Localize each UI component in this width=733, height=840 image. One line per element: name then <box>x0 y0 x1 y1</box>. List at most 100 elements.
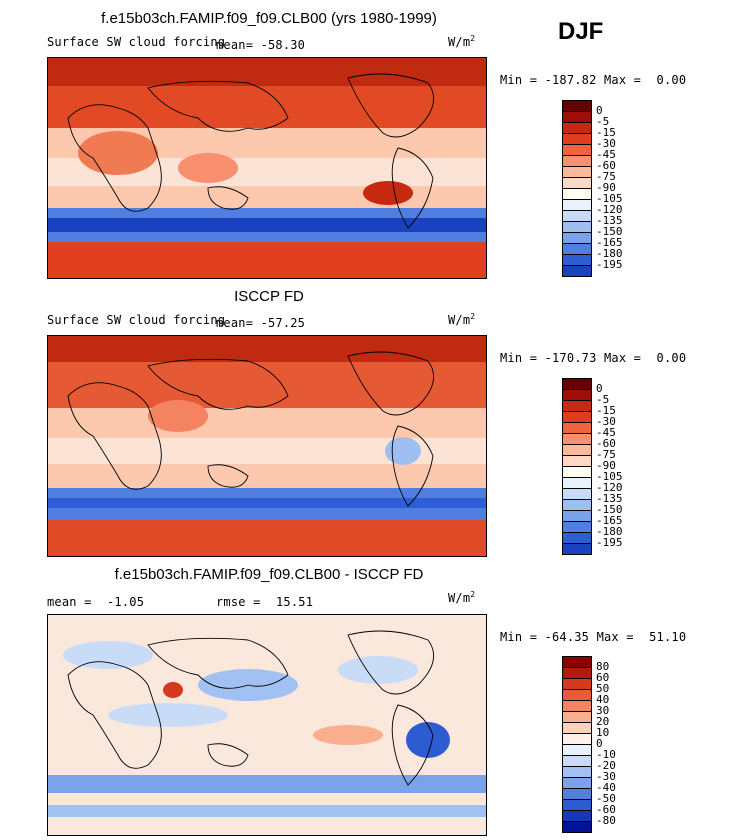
panel3-title: f.e15b03ch.FAMIP.f09_f09.CLB00 - ISCCP F… <box>114 566 424 583</box>
colorbar-level-label: -150 <box>596 225 623 238</box>
colorbar-level-label: -135 <box>596 214 623 227</box>
season-label: DJF <box>558 18 604 45</box>
panel3-map <box>47 614 487 836</box>
panel2-mean-readout: mean= -57.25 <box>216 316 305 330</box>
colorbar-level-label: -165 <box>596 236 623 249</box>
colorbar-level-label: 80 <box>596 660 610 673</box>
panel1-units-sup: 2 <box>470 34 476 43</box>
panel1-southern-ocean-core <box>48 218 486 232</box>
colorbar-level-label: 60 <box>596 671 610 684</box>
panel2-max-label: Max = <box>603 351 642 365</box>
colorbar-level-label: 0 <box>596 382 603 395</box>
panel2-mean-value: -57.25 <box>260 316 306 330</box>
panel1-max-label: Max = <box>603 73 642 87</box>
colorbar-level-label: 0 <box>596 104 603 117</box>
panel3-rmse-label: rmse = <box>216 595 261 609</box>
colorbar-level-label: -90 <box>596 459 616 472</box>
panel2-mean-label: mean= <box>216 316 254 330</box>
panel3-feature-d <box>313 725 383 745</box>
colorbar-level-label: -195 <box>596 536 623 549</box>
panel2-title: ISCCP FD <box>234 288 304 305</box>
panel2-antarctic-band <box>48 520 486 556</box>
colorbar-level-label: -5 <box>596 393 610 406</box>
panel3-mean-value: -1.05 <box>107 595 145 609</box>
colorbar-level-label: 40 <box>596 693 610 706</box>
colorbar-level-label: 50 <box>596 682 610 695</box>
panel2-subtitle: Surface SW cloud forcing <box>47 313 226 327</box>
panel2-feature-a <box>148 400 208 432</box>
colorbar-level-label: -30 <box>596 137 616 150</box>
panel3-mean-readout: mean = -1.05 <box>47 595 144 609</box>
panel1-antarctic-band <box>48 242 486 278</box>
panel2-arctic-band <box>48 336 486 362</box>
colorbar-level-label: -45 <box>596 148 616 161</box>
colorbar-level-label: -60 <box>596 803 616 816</box>
panel3-rmse-value: 15.51 <box>276 595 314 609</box>
panel1-mean-readout: mean= -58.30 <box>216 38 305 52</box>
colorbar-level-label: -30 <box>596 770 616 783</box>
panel2-units: W/m2 <box>448 312 475 327</box>
panel3-units: W/m2 <box>448 590 475 605</box>
colorbar-level-label: -180 <box>596 525 623 538</box>
colorbar-level-label: -10 <box>596 748 616 761</box>
panel3-feature-f <box>163 682 183 698</box>
colorbar-level-label: 20 <box>596 715 610 728</box>
panel3-min-label: Min = <box>500 630 538 644</box>
panel2-map-svg <box>48 336 486 556</box>
panel3-mean-label: mean = <box>47 595 92 609</box>
panel1-minmax: Min = -187.82 Max = 0.00 <box>500 73 686 87</box>
panel3-feature-c <box>338 656 418 684</box>
panel3-map-svg <box>48 615 486 835</box>
colorbar-level-label: -20 <box>596 759 616 772</box>
panel1-feature-a <box>78 131 158 175</box>
panel1-min-value: -187.82 <box>544 73 597 87</box>
panel3-feature-e <box>406 722 450 758</box>
panel1-map <box>47 57 487 279</box>
colorbar-cell <box>562 265 592 277</box>
colorbar-level-label: -75 <box>596 170 616 183</box>
panel3-max-label: Max = <box>596 630 634 644</box>
colorbar-level-label: -150 <box>596 503 623 516</box>
panel1-max-value: 0.00 <box>656 73 687 87</box>
panel2-min-label: Min = <box>500 351 538 365</box>
colorbar-level-label: -120 <box>596 203 623 216</box>
panel3-southern-band <box>48 775 486 793</box>
colorbar-level-label: 10 <box>596 726 610 739</box>
panel3-coastlines <box>67 630 435 786</box>
colorbar-level-label: -15 <box>596 404 616 417</box>
panel3-feature-a <box>63 641 153 669</box>
colorbar-level-label: -80 <box>596 814 616 827</box>
panel2-max-value: 0.00 <box>656 351 687 365</box>
colorbar-level-label: -90 <box>596 181 616 194</box>
colorbar-level-label: -60 <box>596 159 616 172</box>
panel2-minmax: Min = -170.73 Max = 0.00 <box>500 351 686 365</box>
panel2-map <box>47 335 487 557</box>
colorbar-level-label: -50 <box>596 792 616 805</box>
panel2-min-value: -170.73 <box>544 351 597 365</box>
colorbar-level-label: -5 <box>596 115 610 128</box>
panel3-minmax: Min = -64.35 Max = 51.10 <box>500 630 686 644</box>
panel1-min-label: Min = <box>500 73 538 87</box>
panel1-feature-c <box>178 153 238 183</box>
colorbar-level-label: -120 <box>596 481 623 494</box>
panel3-max-value: 51.10 <box>649 630 687 644</box>
colorbar-level-label: -75 <box>596 448 616 461</box>
colorbar-level-label: -45 <box>596 426 616 439</box>
colorbar-level-label: -60 <box>596 437 616 450</box>
panel1-arctic-band <box>48 58 486 86</box>
panel3-southern-band-2 <box>48 805 486 817</box>
panel1-title: f.e15b03ch.FAMIP.f09_f09.CLB00 (yrs 1980… <box>101 10 437 27</box>
panel1-units-text: W/m <box>448 35 471 49</box>
colorbar-level-label: 0 <box>596 737 603 750</box>
panel2-southern-ocean-core <box>48 498 486 508</box>
colorbar-level-label: -40 <box>596 781 616 794</box>
panel1-feature-b <box>363 181 413 205</box>
panel2-units-sup: 2 <box>470 312 476 321</box>
panel3-units-text: W/m <box>448 591 471 605</box>
colorbar-cell <box>562 543 592 555</box>
panel1-coastlines <box>67 73 435 229</box>
colorbar-level-label: -135 <box>596 492 623 505</box>
panel2-units-text: W/m <box>448 313 471 327</box>
panel3-feature-g <box>108 703 228 727</box>
panel1-subtitle: Surface SW cloud forcing <box>47 35 226 49</box>
